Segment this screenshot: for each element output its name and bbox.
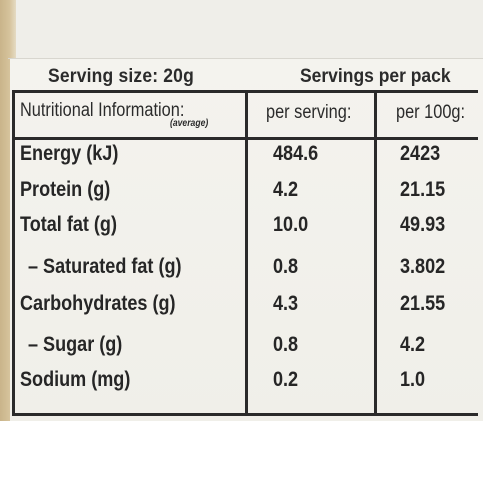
- row-label-sodium: Sodium (mg): [20, 368, 131, 391]
- row-energy-per-serving: 484.6: [273, 142, 319, 165]
- row-saturated-fat-per-100g: 3.802: [400, 255, 446, 278]
- row-total-fat-per-serving: 10.0: [273, 213, 309, 236]
- row-sugar-per-100g: 4.2: [400, 333, 426, 356]
- row-energy-per-100g: 2423: [400, 142, 441, 165]
- row-protein-per-100g: 21.15: [400, 178, 446, 201]
- row-sugar-per-serving: 0.8: [273, 333, 299, 356]
- serving-size-text: Serving size: 20g: [48, 66, 194, 87]
- nutrition-label-photo: Serving size: 20g Servings per pack Nutr…: [0, 0, 483, 421]
- row-carbohydrates-per-100g: 21.55: [400, 292, 446, 315]
- table-header-per-100g: per 100g:: [396, 102, 466, 123]
- row-label-carbohydrates: Carbohydrates (g): [20, 292, 176, 315]
- row-sodium-per-serving: 0.2: [273, 368, 299, 391]
- row-label-total-fat: Total fat (g): [20, 213, 117, 236]
- row-label-sugar: – Sugar (g): [28, 333, 123, 356]
- servings-per-pack-text: Servings per pack: [300, 66, 451, 87]
- header-divider: [12, 137, 478, 140]
- table-header-average: (average): [170, 118, 209, 129]
- row-protein-per-serving: 4.2: [273, 178, 299, 201]
- row-label-saturated-fat: – Saturated fat (g): [28, 255, 182, 278]
- table-header-per-serving: per serving:: [266, 102, 352, 123]
- row-total-fat-per-100g: 49.93: [400, 213, 446, 236]
- table-header-label: Nutritional Information:: [20, 100, 185, 121]
- column-divider-2: [374, 90, 377, 416]
- row-sodium-per-100g: 1.0: [400, 368, 426, 391]
- row-label-protein: Protein (g): [20, 178, 111, 201]
- label-top-edge: [8, 58, 483, 59]
- column-divider-1: [245, 90, 248, 416]
- row-saturated-fat-per-serving: 0.8: [273, 255, 299, 278]
- row-carbohydrates-per-serving: 4.3: [273, 292, 299, 315]
- row-label-energy: Energy (kJ): [20, 142, 119, 165]
